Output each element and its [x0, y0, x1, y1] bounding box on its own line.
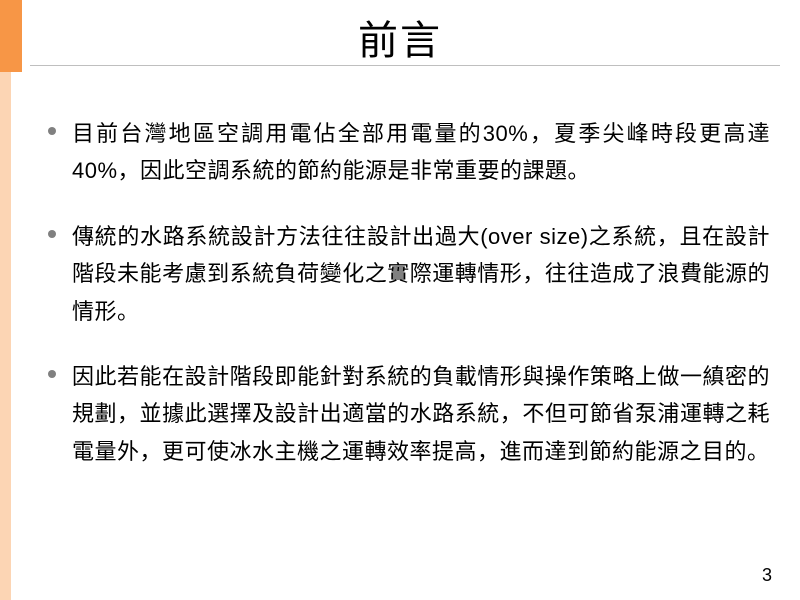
- accent-bar-bottom: [0, 72, 11, 600]
- bullet-text: 目前台灣地區空調用電佔全部用電量的30%，夏季尖峰時段更高達40%，因此空調系統…: [72, 115, 770, 190]
- bullet-item: 目前台灣地區空調用電佔全部用電量的30%，夏季尖峰時段更高達40%，因此空調系統…: [48, 115, 770, 190]
- slide-content: 目前台灣地區空調用電佔全部用電量的30%，夏季尖峰時段更高達40%，因此空調系統…: [48, 115, 770, 498]
- page-number: 3: [762, 565, 772, 586]
- bullet-marker-icon: [48, 370, 56, 378]
- bullet-item: 因此若能在設計階段即能針對系統的負載情形與操作策略上做一縝密的規劃，並據此選擇及…: [48, 358, 770, 470]
- bullet-marker-icon: [48, 230, 56, 238]
- title-underline: [30, 65, 780, 66]
- bullet-marker-icon: [48, 127, 56, 135]
- bullet-item: 傳統的水路系統設計方法往往設計出過大(over size)之系統，且在設計階段未…: [48, 218, 770, 330]
- bullet-text: 傳統的水路系統設計方法往往設計出過大(over size)之系統，且在設計階段未…: [72, 218, 770, 330]
- slide-title: 前言: [0, 8, 800, 66]
- bullet-text: 因此若能在設計階段即能針對系統的負載情形與操作策略上做一縝密的規劃，並據此選擇及…: [72, 358, 770, 470]
